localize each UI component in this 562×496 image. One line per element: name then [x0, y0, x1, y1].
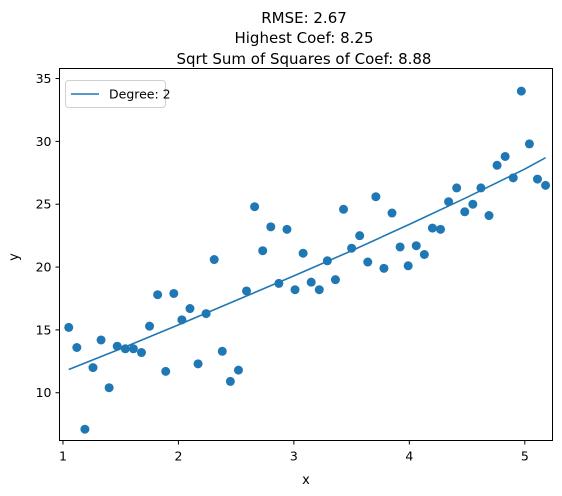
- y-tick-label: 25: [36, 197, 52, 212]
- x-tick-label: 1: [59, 449, 67, 464]
- scatter-points: [64, 86, 551, 434]
- x-tick-label: 3: [290, 449, 298, 464]
- scatter-point: [314, 285, 324, 295]
- scatter-point: [524, 139, 534, 149]
- scatter-point: [492, 160, 502, 170]
- scatter-point: [217, 346, 227, 356]
- scatter-point: [185, 304, 195, 314]
- scatter-point: [387, 208, 397, 218]
- y-tick-label: 20: [36, 260, 52, 275]
- scatter-point: [468, 199, 478, 209]
- scatter-point: [298, 248, 308, 258]
- x-tick-label: 5: [521, 449, 529, 464]
- x-tick-label: 2: [174, 449, 182, 464]
- scatter-point: [258, 246, 268, 256]
- scatter-point: [72, 343, 82, 352]
- title-line-3: Sqrt Sum of Squares of Coef: 8.88: [177, 50, 432, 68]
- y-tick-label: 10: [36, 385, 52, 400]
- scatter-point: [136, 348, 146, 358]
- y-tick-label: 15: [36, 322, 52, 337]
- scatter-point: [330, 275, 340, 285]
- scatter-point: [371, 192, 381, 202]
- scatter-point: [128, 344, 138, 354]
- fit-line-layer: [68, 157, 546, 371]
- scatter-point: [266, 222, 276, 232]
- y-axis-ticks: 10 15 20 25 30 35: [36, 71, 60, 400]
- scatter-point: [444, 197, 454, 207]
- scatter-point: [395, 242, 405, 252]
- scatter-point: [500, 151, 510, 161]
- axes-frame: [59, 68, 553, 441]
- legend: Degree: 2: [65, 80, 171, 108]
- title-line-2: Highest Coef: 8.25: [234, 29, 373, 47]
- scatter-point: [290, 285, 300, 295]
- scatter-point: [355, 231, 365, 241]
- scatter-point: [484, 211, 494, 221]
- scatter-point: [339, 204, 349, 214]
- scatter-point: [225, 376, 235, 386]
- scatter-point: [145, 321, 155, 331]
- y-axis-label: y: [7, 253, 22, 261]
- scatter-point: [88, 363, 98, 373]
- scatter-point: [306, 277, 316, 287]
- scatter-point: [403, 261, 413, 271]
- scatter-point: [153, 290, 163, 300]
- scatter-point: [250, 202, 260, 212]
- scatter-point: [452, 183, 462, 193]
- scatter-point: [96, 335, 106, 345]
- scatter-point: [419, 250, 429, 259]
- scatter-point: [169, 288, 179, 298]
- scatter-point: [161, 366, 171, 376]
- legend-box: [65, 80, 166, 108]
- y-tick-label: 30: [36, 134, 52, 149]
- scatter-point: [427, 223, 437, 233]
- title-line-1: RMSE: 2.67: [261, 9, 347, 27]
- scatter-point: [532, 174, 542, 184]
- scatter-point: [193, 359, 203, 369]
- plot-area: [64, 86, 551, 434]
- x-axis-label: x: [302, 473, 310, 488]
- scatter-point: [541, 180, 551, 190]
- scatter-point: [363, 257, 373, 267]
- legend-entry-degree-2: Degree: 2: [109, 87, 171, 102]
- scatter-point: [379, 263, 389, 273]
- scatter-point: [242, 286, 252, 296]
- scatter-point: [80, 424, 90, 434]
- scatter-point: [436, 224, 446, 234]
- fit-line-degree-2: [68, 157, 546, 371]
- scatter-point: [411, 241, 421, 251]
- chart-title: RMSE: 2.67 Highest Coef: 8.25 Sqrt Sum o…: [177, 9, 432, 68]
- scatter-point: [516, 86, 526, 96]
- y-tick-label: 35: [36, 71, 52, 86]
- x-tick-label: 4: [405, 449, 413, 464]
- scatter-point: [209, 255, 219, 265]
- scatter-point: [64, 322, 74, 332]
- x-axis-ticks: 1 2 3 4 5: [59, 440, 529, 464]
- scatter-point: [282, 224, 292, 234]
- scatter-point: [104, 383, 114, 393]
- scatter-point: [460, 207, 470, 217]
- scatter-point: [233, 365, 243, 375]
